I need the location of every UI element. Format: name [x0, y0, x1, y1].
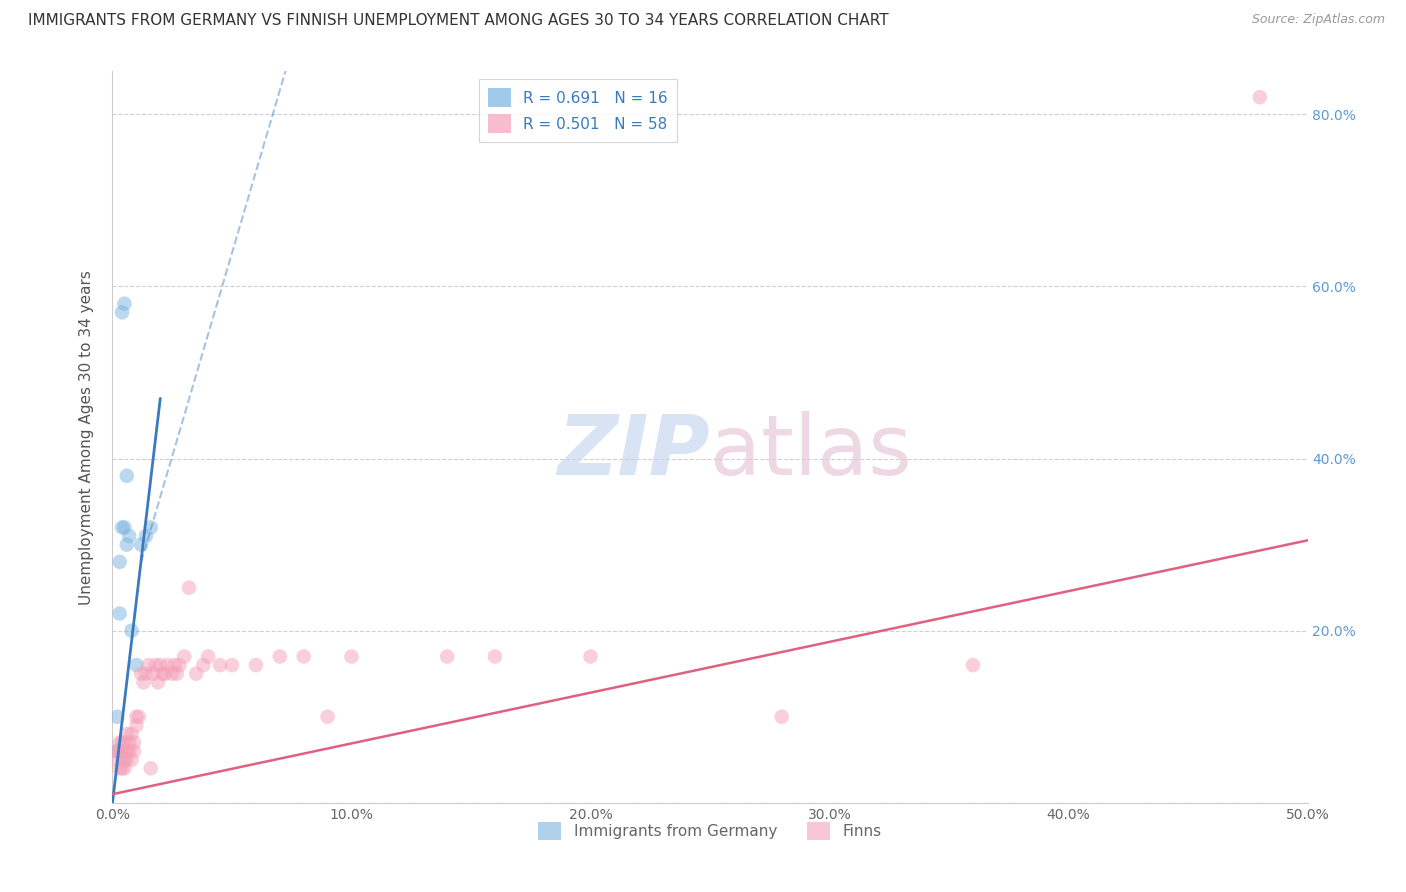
Point — [316, 710, 339, 724]
Point — [129, 538, 152, 552]
Point — [340, 649, 363, 664]
Point — [162, 666, 183, 681]
Point — [173, 649, 195, 664]
Point — [122, 735, 145, 749]
Point — [128, 710, 150, 724]
Point — [118, 735, 141, 749]
Point — [125, 710, 148, 724]
Point — [163, 658, 186, 673]
Point — [156, 658, 179, 673]
Point — [138, 658, 160, 673]
Point — [209, 658, 232, 673]
Point — [125, 658, 148, 673]
Point — [108, 744, 131, 758]
Point — [962, 658, 984, 673]
Point — [436, 649, 458, 664]
Text: atlas: atlas — [710, 411, 911, 492]
Point — [105, 744, 128, 758]
Point — [114, 761, 135, 775]
Point — [221, 658, 243, 673]
Point — [108, 761, 131, 775]
Point — [135, 666, 157, 681]
Point — [108, 555, 131, 569]
Point — [111, 305, 134, 319]
Point — [114, 735, 135, 749]
Point — [193, 658, 215, 673]
Point — [245, 658, 267, 673]
Text: Source: ZipAtlas.com: Source: ZipAtlas.com — [1251, 13, 1385, 27]
Point — [149, 658, 172, 673]
Point — [121, 727, 143, 741]
Point — [122, 744, 145, 758]
Point — [169, 658, 191, 673]
Point — [125, 718, 148, 732]
Point — [114, 520, 135, 534]
Point — [197, 649, 219, 664]
Point — [111, 520, 134, 534]
Point — [579, 649, 602, 664]
Point — [108, 735, 131, 749]
Point — [105, 710, 128, 724]
Point — [129, 666, 152, 681]
Point — [114, 296, 135, 310]
Point — [139, 761, 162, 775]
Point — [166, 666, 188, 681]
Point — [108, 607, 131, 621]
Point — [177, 581, 200, 595]
Point — [292, 649, 315, 664]
Y-axis label: Unemployment Among Ages 30 to 34 years: Unemployment Among Ages 30 to 34 years — [79, 269, 94, 605]
Point — [111, 753, 134, 767]
Point — [153, 666, 176, 681]
Legend: Immigrants from Germany, Finns: Immigrants from Germany, Finns — [533, 815, 887, 847]
Point — [114, 753, 135, 767]
Point — [111, 761, 134, 775]
Point — [146, 675, 169, 690]
Point — [132, 675, 155, 690]
Point — [142, 666, 165, 681]
Point — [111, 735, 134, 749]
Point — [118, 529, 141, 543]
Point — [105, 753, 128, 767]
Point — [115, 744, 138, 758]
Point — [111, 744, 134, 758]
Point — [269, 649, 291, 664]
Point — [770, 710, 793, 724]
Point — [145, 658, 167, 673]
Point — [484, 649, 506, 664]
Point — [1249, 90, 1271, 104]
Point — [115, 727, 138, 741]
Point — [121, 753, 143, 767]
Point — [105, 744, 128, 758]
Point — [186, 666, 208, 681]
Point — [115, 468, 138, 483]
Text: IMMIGRANTS FROM GERMANY VS FINNISH UNEMPLOYMENT AMONG AGES 30 TO 34 YEARS CORREL: IMMIGRANTS FROM GERMANY VS FINNISH UNEMP… — [28, 13, 889, 29]
Point — [115, 753, 138, 767]
Text: ZIP: ZIP — [557, 411, 710, 492]
Point — [139, 520, 162, 534]
Point — [115, 538, 138, 552]
Point — [121, 624, 143, 638]
Point — [152, 666, 174, 681]
Point — [135, 529, 157, 543]
Point — [118, 744, 141, 758]
